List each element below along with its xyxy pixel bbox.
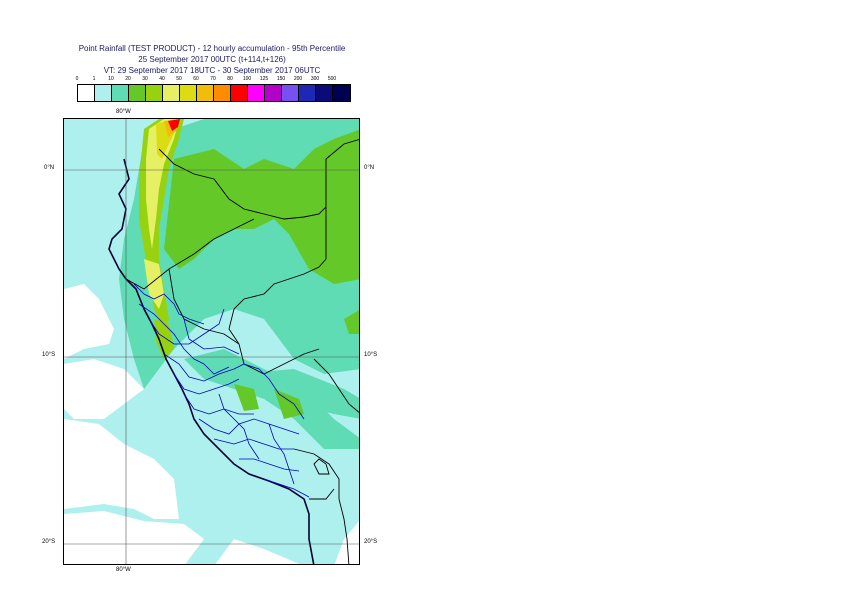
legend-swatch [299, 85, 316, 101]
legend-label: 10 [108, 76, 114, 82]
legend-label: 60 [193, 76, 199, 82]
lat-label-20-left: 20°S [42, 539, 56, 545]
no-rain-areas [64, 284, 359, 564]
legend-label: 100 [242, 76, 252, 82]
legend-swatch [95, 85, 112, 101]
legend-swatch [180, 85, 197, 101]
legend-labels: 0 1 10 20 30 40 50 60 70 80 100 125 150 200 300 500 [76, 76, 356, 84]
graticule [64, 119, 359, 564]
legend-swatch [214, 85, 231, 101]
legend-swatch [112, 85, 129, 101]
legend-label: 150 [276, 76, 286, 82]
lon-label-top: 80°W [116, 109, 131, 115]
legend-label: 30 [142, 76, 148, 82]
legend-label: 80 [227, 76, 233, 82]
legend-swatch [333, 85, 350, 101]
legend-swatch [248, 85, 265, 101]
legend-label: 70 [210, 76, 216, 82]
legend-swatch [231, 85, 248, 101]
legend-swatch [282, 85, 299, 101]
lat-label-10-left: 10°S [42, 352, 56, 358]
legend-swatch [78, 85, 95, 101]
legend-label: 1 [92, 76, 96, 82]
legend-swatch [163, 85, 180, 101]
coastline [108, 158, 315, 564]
lon-label-bottom: 80°W [116, 567, 131, 573]
heavy-rain-areas [164, 129, 359, 419]
map-title-line-3: VT: 29 September 2017 18UTC - 30 Septemb… [103, 66, 321, 75]
color-legend [77, 84, 351, 102]
legend-swatch [265, 85, 282, 101]
legend-swatch [197, 85, 214, 101]
legend-label: 500 [327, 76, 337, 82]
legend-label: 200 [293, 76, 303, 82]
lat-label-10-right: 10°S [364, 352, 378, 358]
lat-label-20-right: 20°S [364, 539, 378, 545]
lat-label-0-right: 0°N [364, 165, 375, 171]
country-borders [125, 139, 359, 564]
map-title-line-2: 25 September 2017 00UTC (t+114,t+126) [138, 55, 286, 64]
province-borders [133, 283, 310, 498]
legend-swatch [146, 85, 163, 101]
legend-label: 300 [310, 76, 320, 82]
legend-label: 20 [125, 76, 131, 82]
map-title-line-1: Point Rainfall (TEST PRODUCT) - 12 hourl… [78, 44, 346, 53]
rainfall-map [63, 118, 360, 565]
legend-swatch [129, 85, 146, 101]
legend-label: 0 [75, 76, 79, 82]
legend-label: 40 [159, 76, 165, 82]
legend-label: 50 [176, 76, 182, 82]
legend-swatch [316, 85, 333, 101]
legend-label: 125 [259, 76, 269, 82]
lat-label-0-left: 0°N [44, 165, 55, 171]
